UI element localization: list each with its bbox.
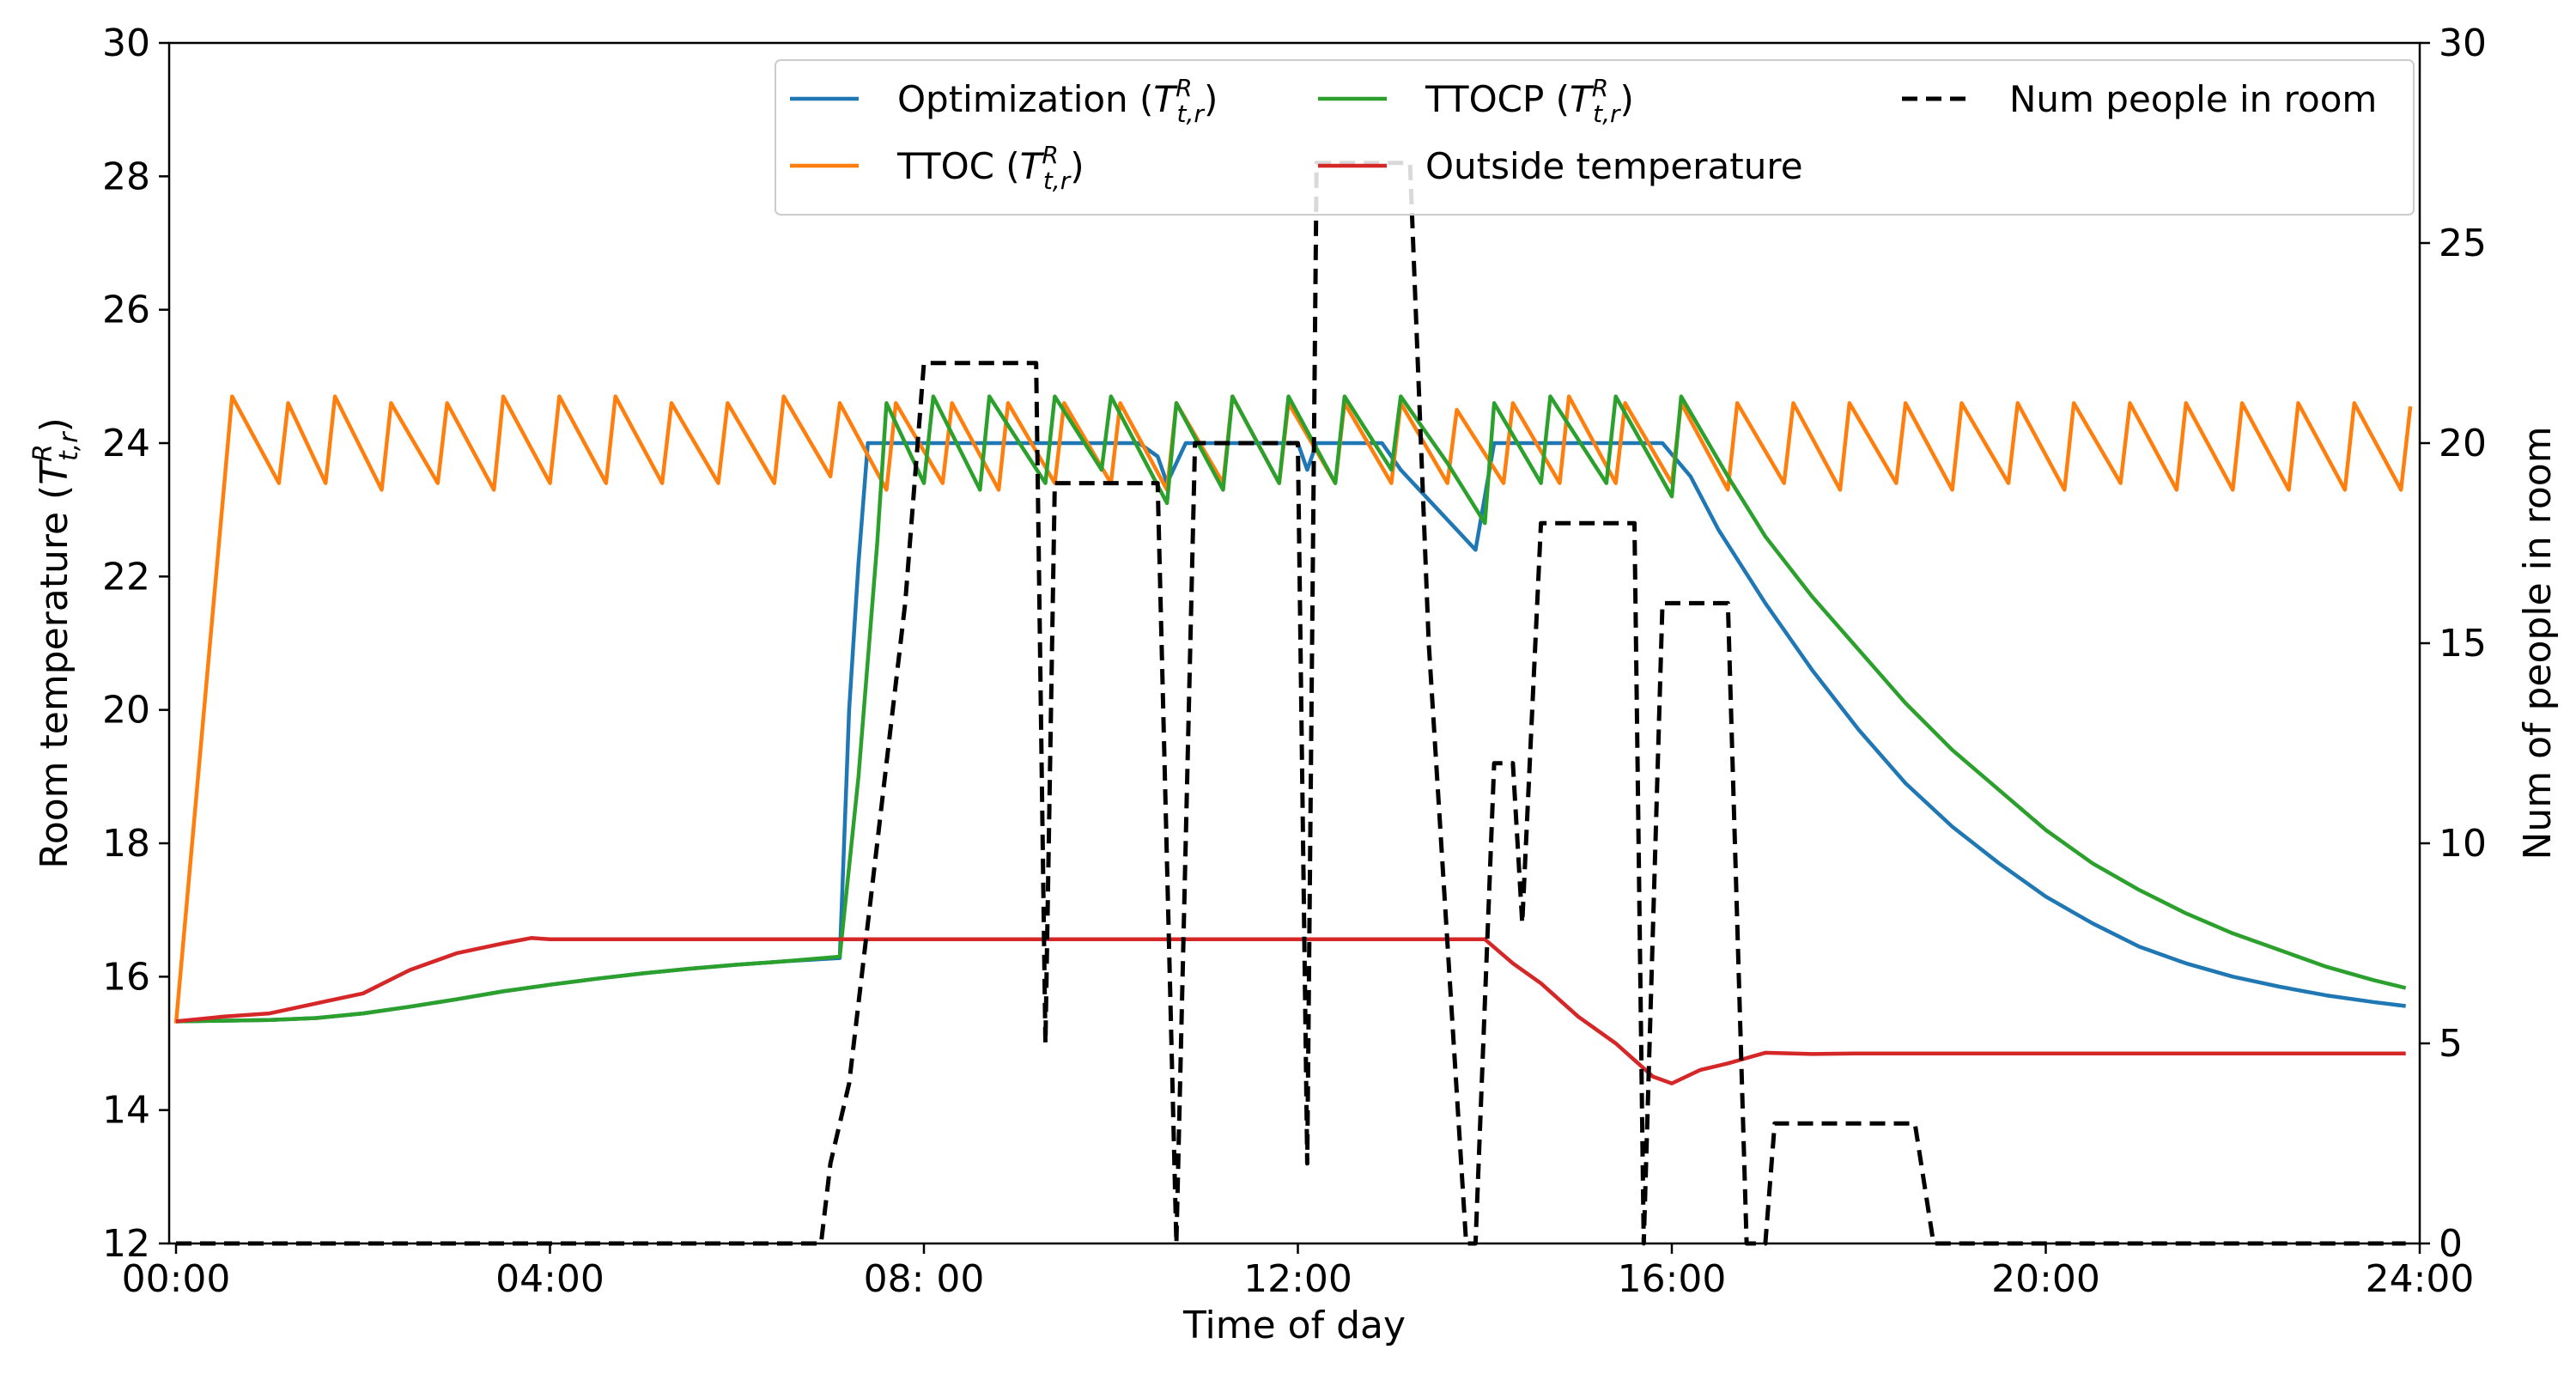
legend-label-sup: R — [1042, 141, 1058, 169]
x-tick-label: 08: 00 — [864, 1257, 985, 1301]
y-left-tick-label: 26 — [102, 289, 150, 332]
y-left-tick-label: 14 — [102, 1089, 150, 1133]
legend-label-text: Num people in room — [2009, 78, 2377, 120]
legend-label-text: Outside temperature — [1425, 145, 1803, 187]
x-tick-label: 24:00 — [2366, 1257, 2475, 1301]
y-left-tick-label: 20 — [102, 689, 150, 733]
legend-label-symbol: T — [1153, 78, 1178, 120]
x-tick-label: 16:00 — [1618, 1257, 1727, 1301]
legend-label-outside: Outside temperature — [1425, 145, 1803, 187]
y-left-tick-label: 12 — [102, 1222, 150, 1266]
x-tick-label: 20:00 — [1991, 1257, 2100, 1301]
y-right-tick-label: 5 — [2439, 1022, 2463, 1066]
y-axis-left-label: Room temperature (TRt,r) — [28, 417, 84, 869]
y-left-tick-label: 30 — [102, 21, 150, 65]
x-axis-label: Time of day — [1182, 1304, 1406, 1347]
legend-label-sup: R — [1592, 74, 1608, 102]
series-line-ttocp — [175, 394, 2407, 1024]
legend-label-text: Optimization ( — [897, 78, 1153, 120]
legend-label-sub: t,r — [1043, 167, 1072, 195]
x-tick-label: 00:00 — [122, 1257, 231, 1301]
legend-label-ttocp: TTOCP (TR t,r) — [1425, 74, 1634, 128]
legend-label-text: TTOC ( — [896, 145, 1020, 187]
legend-label-ttoc: TTOC (TR t,r) — [896, 141, 1084, 195]
y-right-tick-label: 10 — [2439, 822, 2487, 866]
plot-frame — [167, 41, 2421, 1245]
legend-label-close: ) — [1070, 145, 1084, 187]
legend-label-close: ) — [1620, 78, 1634, 120]
series-layer — [173, 161, 2413, 1246]
legend-box — [775, 59, 2415, 216]
y-left-tick-label: 18 — [102, 822, 150, 866]
legend-label-optimization: Optimization (TR t,r) — [897, 74, 1218, 128]
y-left-tick-label: 24 — [102, 422, 150, 465]
y-right-tick-label: 15 — [2439, 622, 2487, 666]
series-line-optimization — [175, 441, 2406, 1024]
y-left-tick-label: 28 — [102, 155, 150, 198]
series-line-ttoc — [173, 394, 2413, 1024]
y-left-tick-label: 16 — [102, 955, 150, 999]
legend-label-symbol: T — [1020, 145, 1045, 187]
legend-label-symbol: T — [1570, 78, 1595, 120]
y-right-tick-label: 20 — [2439, 422, 2487, 465]
legend-items: Optimization (TR t,r) TTOCP (TR t,r) Num peo… — [790, 74, 2377, 195]
series-line-outside — [175, 936, 2406, 1085]
legend-label-close: ) — [1204, 78, 1218, 120]
y-right-tick-label: 30 — [2439, 21, 2487, 65]
y-axis-right-label: Num of people in room — [2516, 426, 2560, 860]
legend-label-sub: t,r — [1593, 100, 1621, 128]
series-line-people — [176, 161, 2406, 1246]
legend-label-text: TTOCP ( — [1425, 78, 1570, 120]
legend: Optimization (TR t,r) TTOCP (TR t,r) Num peo… — [775, 59, 2415, 216]
y-axis-left-label-close: ) — [33, 417, 76, 432]
y-axis-left-label-sup: R — [28, 444, 58, 462]
y-axis-left-label-sub: t,r — [54, 431, 84, 461]
ticks-layer: 00:00 04:00 08: 00 12:00 16:00 20:00 24:00 12 14… — [102, 21, 2487, 1301]
legend-label-sup: R — [1176, 74, 1192, 102]
legend-label-people: Num people in room — [2009, 78, 2377, 120]
legend-label-sub: t,r — [1177, 100, 1206, 128]
y-right-tick-label: 0 — [2439, 1222, 2463, 1266]
y-axis-left-label-text: Room temperature ( — [33, 485, 76, 869]
y-left-tick-label: 22 — [102, 555, 150, 599]
x-tick-label: 04:00 — [495, 1257, 605, 1301]
x-tick-label: 12:00 — [1243, 1257, 1352, 1301]
y-axis-left-label-symbol: T — [33, 459, 76, 485]
y-right-tick-label: 25 — [2439, 222, 2487, 265]
